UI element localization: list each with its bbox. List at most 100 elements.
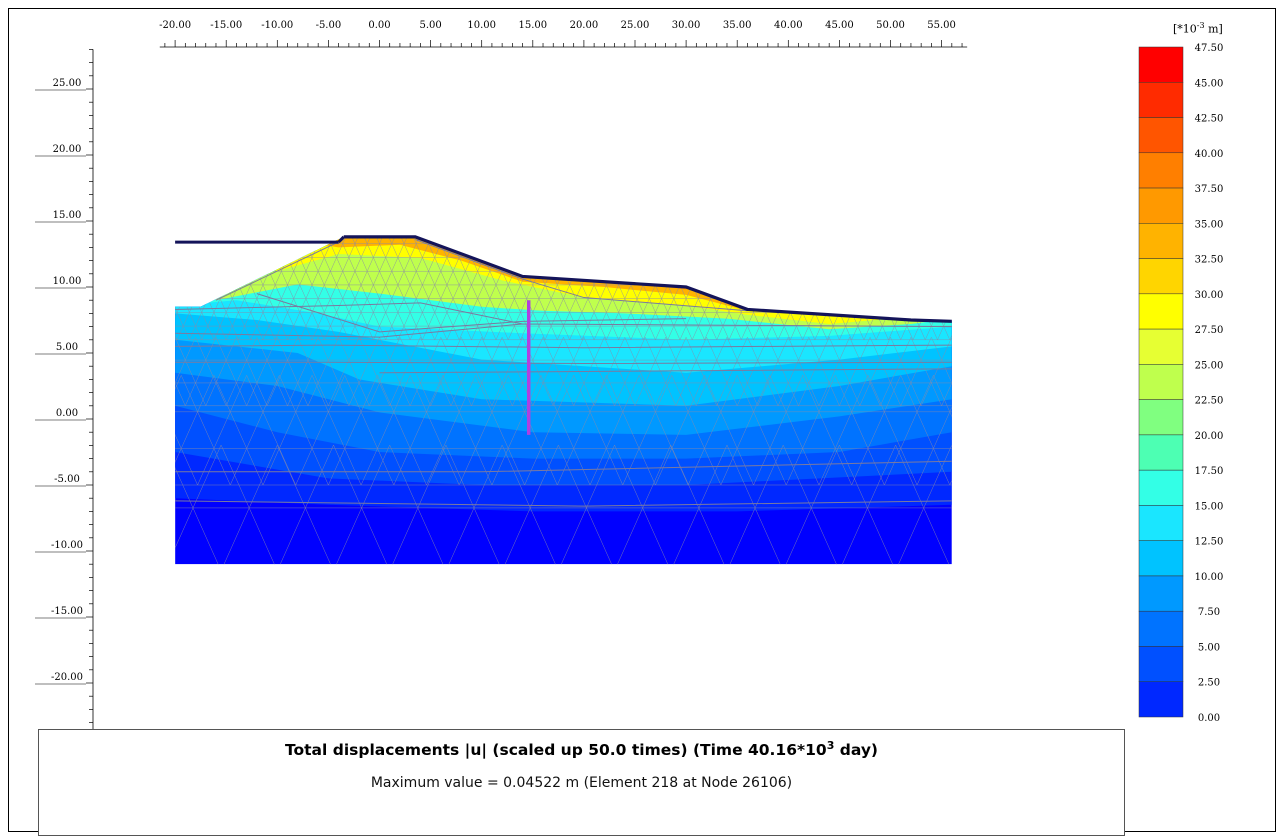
mesh-triangle xyxy=(605,325,620,341)
mesh-triangle xyxy=(851,270,865,286)
mesh-triangle xyxy=(197,447,231,486)
mesh-triangle xyxy=(968,285,980,299)
mesh-triangle xyxy=(532,382,554,407)
mesh-triangle xyxy=(949,374,952,413)
mesh-triangle xyxy=(507,411,542,449)
mesh-triangle xyxy=(403,284,417,299)
y-tick-label: -5.00 xyxy=(54,474,80,485)
mesh-triangle xyxy=(529,444,587,509)
mesh-triangle xyxy=(409,243,423,258)
mesh-triangle xyxy=(729,216,741,230)
legend-swatch xyxy=(1138,610,1184,647)
mesh-triangle xyxy=(207,284,221,299)
mesh-triangle xyxy=(624,284,638,299)
legend-value: 5.00 xyxy=(1198,642,1220,653)
mesh-triangle xyxy=(496,216,508,230)
mesh-triangle xyxy=(452,284,466,299)
mesh-triangle xyxy=(192,444,250,509)
mesh-triangle xyxy=(754,444,812,509)
mesh-triangle xyxy=(949,270,952,286)
layer-boundary xyxy=(215,239,344,301)
legend-value: 47.50 xyxy=(1195,43,1224,54)
mesh-triangle xyxy=(924,270,938,286)
mesh-triangle xyxy=(820,236,834,245)
mesh-triangle xyxy=(951,359,952,384)
mesh-triangle xyxy=(753,325,767,341)
y-tick-label: -10.00 xyxy=(51,540,83,551)
mesh-triangle xyxy=(747,311,761,327)
mesh-triangle xyxy=(552,336,575,361)
legend-swatch xyxy=(1138,434,1184,471)
mesh-triangle xyxy=(281,284,295,299)
mesh-triangle xyxy=(587,236,601,245)
mesh-triangle xyxy=(514,236,528,245)
mesh-triangle xyxy=(630,243,644,258)
mesh-triangle xyxy=(642,325,656,341)
legend-swatch xyxy=(1138,646,1184,682)
mesh-triangle xyxy=(930,284,945,299)
mesh-triangle xyxy=(881,256,895,272)
mesh-triangle xyxy=(648,256,662,272)
mesh-triangle xyxy=(790,216,802,230)
mesh-triangle xyxy=(361,444,419,509)
mesh-triangle xyxy=(810,444,868,509)
mesh-triangle xyxy=(912,270,926,286)
mesh-triangle xyxy=(716,243,730,258)
mesh-triangle xyxy=(262,374,297,413)
legend-swatch xyxy=(1138,258,1184,295)
legend-swatch xyxy=(1138,469,1184,506)
mesh-triangle xyxy=(236,359,258,384)
mesh-triangle xyxy=(941,382,952,407)
mesh-triangle xyxy=(409,382,431,407)
mesh-triangle xyxy=(336,270,350,286)
mesh-triangle xyxy=(599,311,613,327)
mesh-triangle xyxy=(246,411,280,449)
layer-boundaries xyxy=(175,239,952,507)
mesh-triangle xyxy=(586,444,644,509)
mesh-triangle xyxy=(618,243,632,258)
mesh-triangle xyxy=(556,447,591,486)
caption-title-exp: 3 xyxy=(826,739,835,752)
mesh-triangle xyxy=(532,325,546,341)
mesh-triangle xyxy=(205,382,227,407)
mesh-triangle xyxy=(614,507,672,565)
mesh-triangle xyxy=(244,284,258,299)
mesh-triangle xyxy=(569,298,583,313)
mesh-triangle xyxy=(415,311,429,327)
mesh-triangle xyxy=(569,325,583,341)
mesh-triangle xyxy=(757,336,779,361)
mesh-triangle xyxy=(867,411,902,449)
mesh-triangle xyxy=(205,336,227,361)
mesh-triangle xyxy=(225,325,239,341)
mesh-triangle xyxy=(317,256,331,272)
mesh-triangle xyxy=(747,236,761,245)
mesh-triangle xyxy=(246,382,268,407)
mesh-triangle xyxy=(311,325,325,341)
mesh-triangle xyxy=(324,216,336,230)
mesh-triangle xyxy=(814,270,828,286)
mesh-triangle xyxy=(180,411,215,449)
mesh-triangle xyxy=(697,256,712,272)
x-tick-label: 50.00 xyxy=(876,20,905,31)
mesh-triangle xyxy=(888,325,902,341)
mesh-triangle xyxy=(489,236,503,245)
mesh-triangle xyxy=(845,256,859,272)
mesh-triangle xyxy=(655,243,669,258)
legend-swatch xyxy=(1138,364,1184,400)
mesh-triangle xyxy=(471,216,483,230)
mesh-triangle xyxy=(894,236,908,245)
mesh-triangle xyxy=(348,336,370,361)
mesh-triangle xyxy=(514,311,528,327)
caption-box: Total displacements |u| (scaled up 50.0 … xyxy=(38,729,1125,836)
mesh-triangle xyxy=(753,270,767,286)
mesh-triangle xyxy=(894,284,908,299)
mesh-triangle xyxy=(589,447,624,486)
mesh-triangle xyxy=(582,216,594,230)
mesh-triangle xyxy=(655,336,677,361)
mesh-triangle xyxy=(943,284,952,299)
mesh-triangle xyxy=(336,243,350,258)
mesh-triangle xyxy=(599,256,613,272)
mesh-triangle xyxy=(943,236,952,245)
mesh-triangle xyxy=(802,270,816,286)
mesh-triangle xyxy=(144,383,164,406)
